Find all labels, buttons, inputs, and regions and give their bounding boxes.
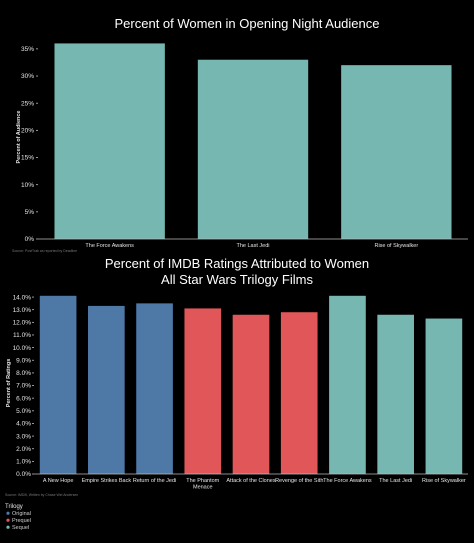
chart1-category-label: Rise of Skywalker — [374, 243, 418, 249]
legend-item-prequel: Prequel — [12, 518, 31, 524]
chart2-y-tick-label: 1.0% — [16, 459, 31, 466]
chart1-y-tick-label: 35% — [21, 46, 34, 53]
chart2-y-tick-label: 4.0% — [16, 421, 31, 428]
chart1-bar — [197, 59, 309, 239]
chart2-category-label: Revenge of the Sith — [275, 478, 323, 484]
chart2-y-tick-label: 6.0% — [16, 395, 31, 402]
chart2-x-axis-labels: A New Hope Empire Strikes Back Return of t… — [43, 478, 466, 491]
chart2-bar — [136, 303, 173, 474]
legend-title: Trilogy — [5, 504, 23, 510]
legend-item-original: Original — [12, 511, 31, 517]
legend-swatch-original — [6, 511, 10, 515]
chart1-y-tick-label: 15% — [21, 155, 34, 162]
chart1-y-tick-label: 0% — [25, 236, 35, 243]
chart1-y-tick-label: 20% — [21, 128, 34, 135]
chart1-x-axis-labels: The Force Awakens The Last Jedi Rise of Sk… — [85, 243, 418, 249]
chart2-y-tick-label: 0.0% — [16, 471, 31, 478]
chart2-y-tick-label: 14.0% — [13, 294, 32, 301]
chart2-category-label: The Phantom Menace — [186, 478, 219, 491]
chart2-bar — [425, 318, 463, 474]
chart1-bar — [54, 43, 165, 239]
chart2-category-label: Rise of Skywalker — [422, 478, 466, 484]
chart2-category-label: Empire Strikes Back — [82, 478, 132, 484]
chart2-y-tick-label: 2.0% — [16, 446, 31, 453]
chart1-y-tick-label: 30% — [21, 73, 34, 80]
chart1-y-tick-label: 25% — [21, 100, 34, 107]
legend-item-sequel: Sequel — [12, 525, 29, 531]
chart2-bar — [329, 295, 366, 474]
chart2-bar — [232, 314, 270, 474]
legend-swatch-sequel — [6, 525, 10, 529]
chart2-bar — [88, 305, 125, 474]
chart2-bar — [184, 308, 222, 474]
chart2-y-tick-label: 10.0% — [13, 345, 32, 352]
chart2-y-axis-ticks: 0.0% 1.0% 2.0% 3.0% 4.0% 5.0% 6.0% 7.0% 8.0% 9.0%… — [13, 294, 34, 478]
chart2-category-label: The Last Jedi — [379, 478, 412, 484]
chart2-y-tick-label: 9.0% — [16, 357, 31, 364]
chart1-title: Percent of Women in Opening Night Audien… — [115, 16, 380, 31]
chart2-bar — [39, 295, 77, 474]
chart1-y-tick-label: 10% — [21, 182, 34, 189]
chart2-source-note: Source: IMDB, Written by Chase Wei Ander… — [5, 493, 78, 497]
chart1-bars — [54, 43, 452, 239]
chart2-y-tick-label: 8.0% — [16, 370, 31, 377]
chart2-y-tick-label: 7.0% — [16, 383, 31, 390]
chart2-y-tick-label: 5.0% — [16, 408, 31, 415]
chart2-y-tick-label: 3.0% — [16, 433, 31, 440]
chart1-y-axis-ticks: 0% 5% 10% 15% 20% 25% 30% 35% — [21, 46, 38, 243]
legend-swatch-prequel — [6, 518, 10, 522]
chart2-bar — [280, 312, 318, 474]
chart2-title-line-1: Percent of IMDB Ratings Attributed to Wo… — [105, 256, 369, 271]
chart2-category-label: The Force Awakens — [323, 478, 372, 484]
chart1-category-label: The Last Jedi — [236, 243, 269, 249]
chart2-y-axis-label: Percent of Ratings — [6, 359, 12, 408]
chart2-bar — [377, 314, 414, 474]
chart2-title-line-2: All Star Wars Trilogy Films — [161, 272, 313, 287]
chart2-bars — [39, 295, 463, 474]
chart2-category-label: Attack of the Clones — [226, 478, 275, 484]
chart1-category-label: The Force Awakens — [85, 243, 134, 249]
chart2-y-tick-label: 11.0% — [13, 332, 31, 339]
chart2-y-tick-label: 13.0% — [13, 307, 32, 314]
chart1-source-note: Source: PostTrak as reported by Deadline — [12, 249, 77, 253]
chart2-category-label: Return of the Jedi — [133, 478, 176, 484]
chart2-category-label: A New Hope — [43, 478, 74, 484]
chart1-y-axis-label: Percent of Audience — [16, 111, 22, 164]
chart1-y-tick-label: 5% — [25, 209, 35, 216]
chart2-y-tick-label: 12.0% — [13, 320, 32, 327]
chart1-bar — [341, 65, 452, 239]
